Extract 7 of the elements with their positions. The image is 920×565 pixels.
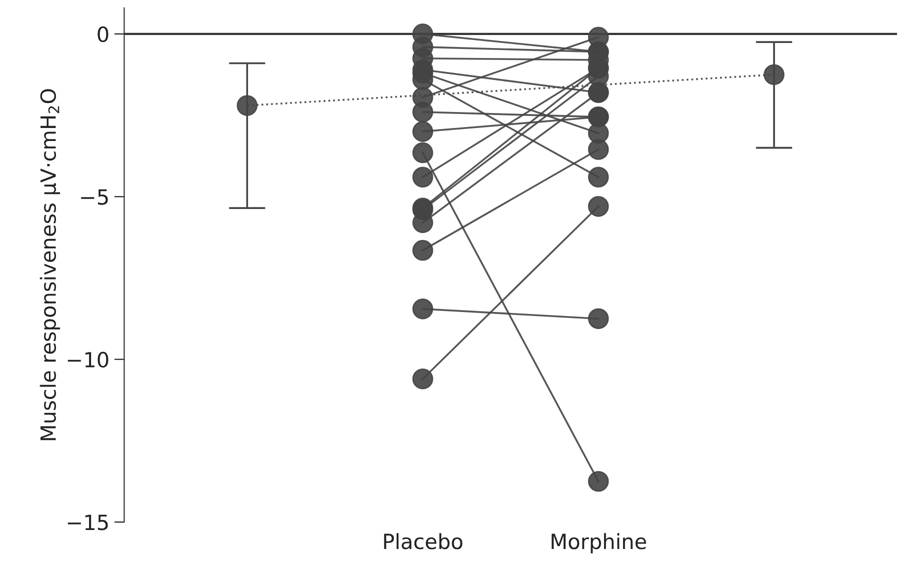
y-tick-label: −15	[68, 514, 108, 530]
y-axis-title: Muscle responsiveness µV·cmH$_{2}$O	[40, 89, 60, 440]
y-tick-label: 0	[98, 26, 108, 42]
x-tick-label: Placebo	[384, 533, 462, 550]
y-tick-label: −5	[81, 189, 108, 205]
x-tick-label: Morphine	[552, 533, 646, 554]
y-tick-label: −10	[68, 352, 108, 368]
